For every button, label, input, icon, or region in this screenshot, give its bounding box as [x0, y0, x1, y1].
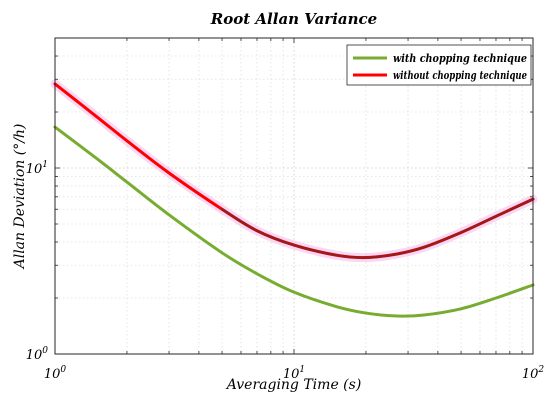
- series-layer: [50, 79, 538, 318]
- series-overlap-line: [220, 197, 535, 259]
- x-tick-label: 102: [522, 365, 545, 382]
- y-tick-label: 101: [26, 160, 48, 177]
- y-axis-label: Allan Deviation (°/h): [12, 124, 28, 271]
- x-tick-label: 100: [44, 365, 67, 382]
- x-tick-label: 101: [283, 365, 305, 382]
- y-tick-label: 100: [26, 346, 49, 363]
- grid: [55, 38, 533, 354]
- legend: with chopping technique without chopping …: [346, 44, 532, 86]
- legend-label: without chopping technique: [393, 68, 527, 82]
- legend-box: [346, 44, 532, 86]
- series-line-1: [53, 125, 535, 318]
- ticks: 100 101 102 100 101: [26, 37, 545, 382]
- x-axis-label: Averaging Time (s): [225, 377, 362, 393]
- chart-title: Root Allan Variance: [210, 10, 377, 28]
- legend-label: with chopping technique: [393, 51, 527, 65]
